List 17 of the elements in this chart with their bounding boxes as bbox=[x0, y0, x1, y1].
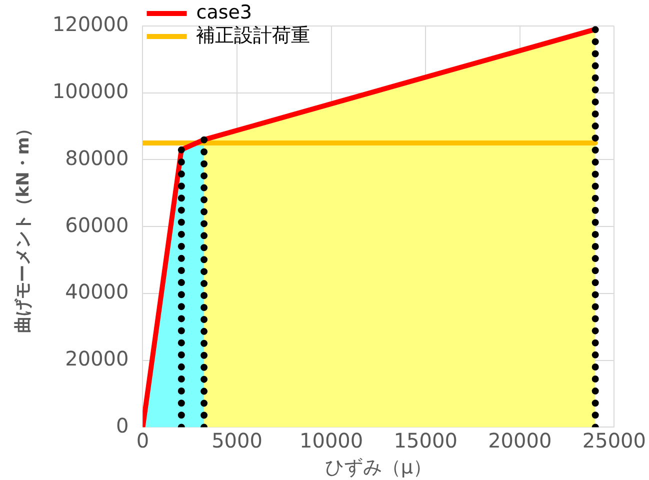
legend-label: 補正設計荷重 bbox=[196, 24, 310, 46]
x-tick-label: 15000 bbox=[394, 428, 458, 452]
y-tick-label: 80000 bbox=[65, 146, 129, 170]
y-tick-label: 60000 bbox=[65, 212, 129, 237]
x-axis-title: ひずみ（μ） bbox=[324, 456, 432, 479]
x-tick-label: 20000 bbox=[488, 428, 552, 452]
y-tick-label: 40000 bbox=[65, 280, 129, 304]
y-tick-label: 100000 bbox=[52, 79, 129, 104]
legend-label: case3 bbox=[196, 1, 252, 24]
x-tick-label: 25000 bbox=[582, 428, 646, 452]
x-tick-label: 0 bbox=[136, 428, 150, 452]
y-tick-label: 120000 bbox=[52, 12, 129, 36]
y-tick-label: 0 bbox=[116, 413, 129, 438]
x-tick-label: 5000 bbox=[212, 428, 262, 452]
y-tick-label: 20000 bbox=[65, 346, 129, 371]
y-axis-title: 曲げモーメント（kN・m） bbox=[14, 120, 34, 334]
x-tick-label: 10000 bbox=[300, 428, 364, 452]
